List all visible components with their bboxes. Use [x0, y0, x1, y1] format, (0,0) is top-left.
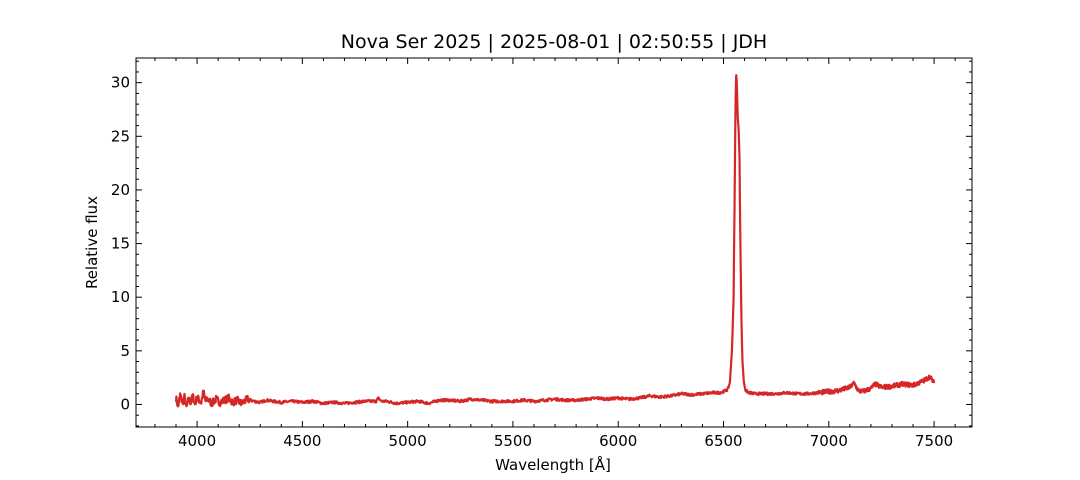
y-tick-label: 0: [120, 395, 130, 413]
x-tick-label: 6000: [599, 432, 637, 450]
x-tick-label: 6500: [704, 432, 742, 450]
spectrum-series-line: [174, 74, 936, 408]
plot-area: [174, 74, 936, 408]
y-tick-label: 15: [111, 235, 130, 253]
x-tick-label: 7000: [810, 432, 848, 450]
y-tick-label: 20: [111, 181, 130, 199]
x-tick-label: 4500: [283, 432, 321, 450]
y-tick-label: 5: [120, 342, 130, 360]
y-tick-label: 30: [111, 74, 130, 92]
y-tick-label: 10: [111, 288, 130, 306]
x-tick-label: 7500: [915, 432, 953, 450]
chart-title: Nova Ser 2025 | 2025-08-01 | 02:50:55 | …: [341, 31, 767, 53]
axes-frame: [135, 57, 973, 428]
x-axis-label: Wavelength [Å]: [495, 455, 611, 474]
x-tick-label: 5000: [389, 432, 427, 450]
x-tick-label: 4000: [178, 432, 216, 450]
y-tick-label: 25: [111, 127, 130, 145]
x-tick-label: 5500: [494, 432, 532, 450]
axis-ticks: 4000 4500 5000 5500 6000 6500 7000 7500 0 5 10 15 20…: [111, 58, 972, 450]
y-axis-label: Relative flux: [83, 196, 101, 289]
